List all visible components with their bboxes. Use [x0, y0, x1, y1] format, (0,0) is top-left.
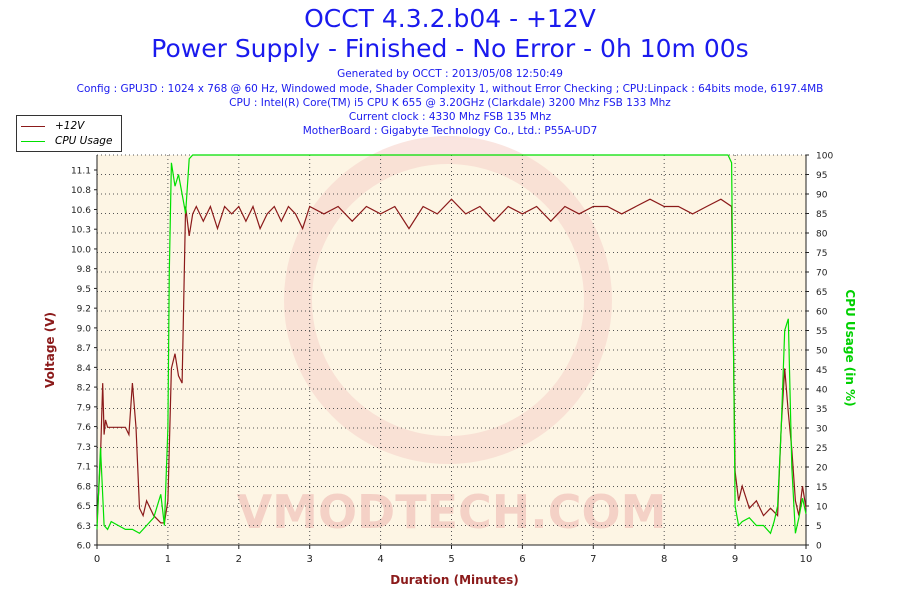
y-tick-label: 7.3	[77, 443, 91, 453]
x-tick-label: 8	[661, 554, 667, 565]
y-tick-label: 9.5	[77, 285, 91, 295]
y-axis-label: Voltage (V)	[43, 312, 57, 388]
y2-tick-label: 70	[816, 269, 828, 279]
x-axis-label: Duration (Minutes)	[390, 573, 518, 587]
x-tick-label: 1	[165, 554, 171, 565]
x-tick-label: 2	[236, 554, 242, 565]
y2-tick-label: 15	[816, 483, 827, 493]
y2-tick-label: 50	[816, 347, 828, 357]
y-tick-label: 8.7	[77, 344, 91, 354]
legend-swatch-12v	[21, 125, 45, 127]
info-generated: Generated by OCCT : 2013/05/08 12:50:49	[337, 68, 563, 80]
y-tick-label: 10.0	[71, 245, 91, 255]
y-tick-label: 11.1	[71, 167, 91, 177]
y2-tick-label: 20	[816, 464, 828, 474]
y2-tick-label: 100	[816, 152, 833, 162]
y-tick-label: 6.3	[77, 522, 91, 532]
y2-tick-label: 60	[816, 308, 828, 318]
y-tick-label: 9.0	[77, 324, 92, 334]
legend-item-cpu: CPU Usage	[21, 134, 112, 148]
chart-subtitle: Power Supply - Finished - No Error - 0h …	[151, 34, 749, 63]
y2-tick-label: 45	[816, 366, 827, 376]
chart-title: OCCT 4.3.2.b04 - +12V	[304, 4, 596, 33]
legend: +12V CPU Usage	[16, 115, 122, 152]
legend-item-12v: +12V	[21, 119, 84, 133]
y-tick-label: 7.1	[77, 463, 91, 473]
legend-swatch-cpu	[21, 140, 45, 142]
y-tick-label: 7.9	[77, 403, 92, 413]
legend-label-12v: +12V	[55, 120, 85, 132]
y2-tick-label: 25	[816, 444, 827, 454]
legend-label-cpu: CPU Usage	[55, 135, 113, 147]
y2-tick-label: 55	[816, 327, 827, 337]
y-tick-label: 10.3	[71, 226, 91, 236]
info-motherboard: MotherBoard : Gigabyte Technology Co., L…	[302, 125, 598, 137]
info-cpu: CPU : Intel(R) Core(TM) i5 CPU K 655 @ 3…	[229, 97, 671, 109]
y-tick-label: 8.4	[77, 364, 92, 374]
y2-tick-label: 0	[816, 542, 822, 552]
y-tick-label: 8.2	[77, 384, 91, 394]
x-tick-label: 10	[800, 554, 813, 565]
info-clock: Current clock : 4330 Mhz FSB 135 Mhz	[348, 111, 552, 123]
y2-tick-label: 75	[816, 249, 827, 259]
y-tick-label: 6.8	[77, 482, 92, 492]
y2-tick-label: 95	[816, 171, 827, 181]
watermark-emblem	[284, 136, 612, 464]
y2-tick-label: 90	[816, 191, 828, 201]
y2-tick-label: 40	[816, 386, 828, 396]
x-tick-label: 3	[307, 554, 313, 565]
info-config: Config : GPU3D : 1024 x 768 @ 60 Hz, Win…	[76, 83, 824, 95]
y2-tick-label: 80	[816, 230, 828, 240]
y2-tick-label: 5	[816, 522, 822, 532]
y-tick-label: 9.8	[77, 265, 92, 275]
y2-tick-label: 35	[816, 405, 827, 415]
x-tick-label: 9	[732, 554, 738, 565]
y2-axis-label: CPU Usage (in %)	[843, 289, 857, 406]
x-tick-label: 0	[94, 554, 100, 565]
x-tick-label: 6	[519, 554, 525, 565]
y-tick-label: 6.5	[77, 502, 91, 512]
y2-tick-label: 65	[816, 288, 827, 298]
x-tick-label: 7	[590, 554, 596, 565]
y-tick-label: 10.6	[71, 206, 91, 216]
y2-tick-label: 10	[816, 503, 828, 513]
y-tick-label: 9.2	[77, 305, 91, 315]
y-tick-label: 7.6	[77, 423, 92, 433]
x-tick-label: 5	[448, 554, 454, 565]
y2-tick-label: 30	[816, 425, 828, 435]
x-tick-label: 4	[377, 554, 383, 565]
y-tick-label: 10.8	[71, 186, 91, 196]
y2-tick-label: 85	[816, 210, 827, 220]
series-line-1	[96, 154, 807, 535]
y-tick-label: 6.0	[77, 542, 92, 552]
